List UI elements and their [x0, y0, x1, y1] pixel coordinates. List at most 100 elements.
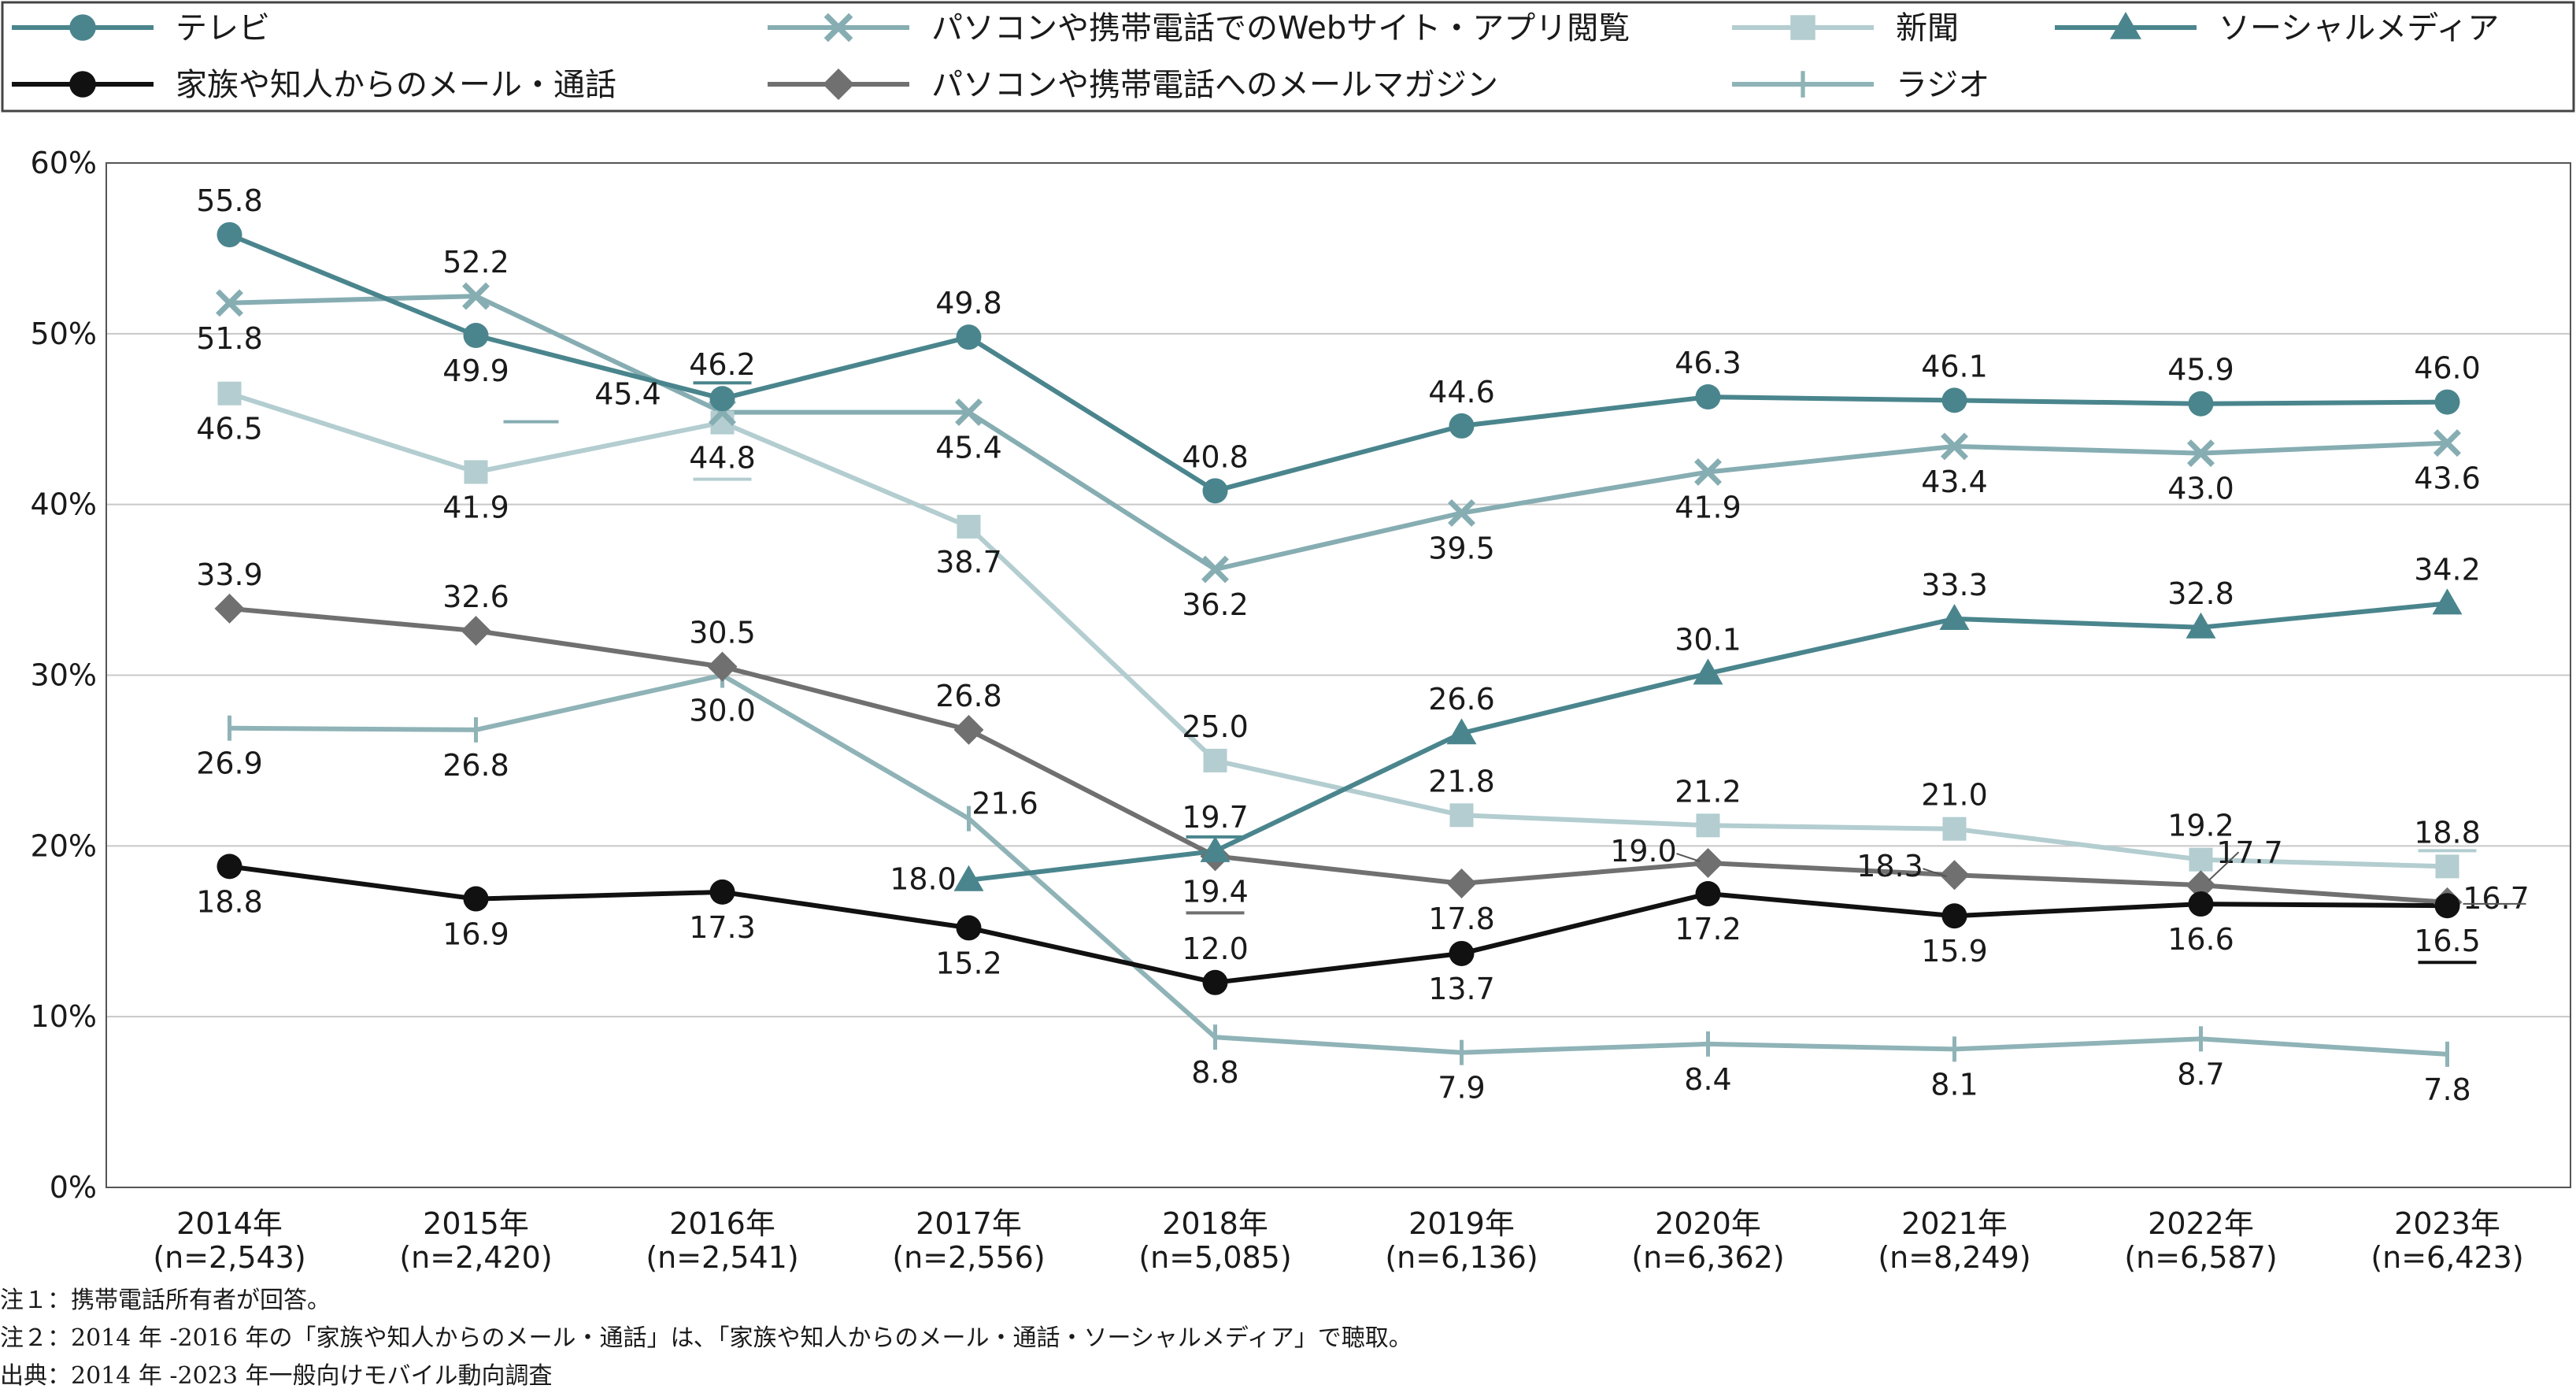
- data-point: [2188, 891, 2214, 917]
- x-tick-count-label: (n=2,543): [153, 1240, 305, 1275]
- data-point: [953, 714, 984, 745]
- data-label: 21.2: [1675, 774, 1741, 809]
- data-label: 17.8: [1428, 902, 1495, 936]
- data-label: 34.2: [2414, 552, 2481, 587]
- data-label: 46.3: [1675, 346, 1741, 380]
- data-point: [709, 879, 735, 905]
- source-note: 出典：2014 年 -2023 年一般向けモバイル動向調査: [0, 1362, 553, 1390]
- data-label: 46.0: [2414, 351, 2481, 386]
- data-point: [1790, 15, 1815, 40]
- data-label: 46.2: [689, 347, 756, 382]
- series-line: [229, 606, 2448, 905]
- x-tick-count-label: (n=8,249): [1878, 1240, 2030, 1275]
- data-point: [1201, 555, 1229, 583]
- data-label: 18.0: [890, 862, 957, 897]
- data-label: 30.5: [689, 616, 756, 650]
- data-point: [2186, 612, 2216, 639]
- data-point: [2110, 12, 2141, 39]
- data-label: 30.0: [689, 694, 756, 728]
- data-label: 38.7: [935, 545, 1002, 580]
- x-tick-label: 2020年: [1655, 1206, 1761, 1241]
- data-point: [463, 886, 489, 912]
- data-label: 41.9: [1675, 490, 1741, 524]
- data-point: [1449, 413, 1475, 439]
- legend-box: [1, 1, 2575, 113]
- data-label: 8.4: [1684, 1062, 1731, 1097]
- data-label: 44.6: [1428, 375, 1495, 409]
- y-tick-label: 10%: [31, 999, 97, 1034]
- y-tick-label: 20%: [31, 828, 97, 863]
- data-label: 15.9: [1921, 934, 1988, 969]
- y-tick-label: 0%: [50, 1170, 97, 1205]
- data-label: 44.8: [689, 441, 756, 476]
- data-label: 15.2: [935, 946, 1002, 980]
- data-label: 26.6: [1428, 682, 1495, 717]
- data-label: 17.3: [689, 910, 756, 945]
- data-label: 16.6: [2167, 922, 2234, 957]
- data-point: [1200, 835, 1231, 862]
- legend-item: ソーシャルメディア: [2055, 10, 2499, 46]
- data-point: [709, 386, 735, 412]
- data-point: [1202, 478, 1228, 504]
- data-label: 41.9: [442, 490, 509, 524]
- data-label: 13.7: [1428, 972, 1495, 1006]
- data-label: 17.2: [1675, 912, 1741, 946]
- data-point: [1942, 817, 1967, 841]
- line-chart: テレビ パソコンや携帯電話でのWebサイト・アプリ閲覧 新聞 ソーシャルメディア家族や…: [1, 1, 2575, 1275]
- data-point: [69, 71, 96, 98]
- x-tick-count-label: (n=2,420): [399, 1240, 552, 1275]
- data-point: [2434, 429, 2461, 457]
- x-tick-label: 2014年: [176, 1206, 283, 1241]
- data-label: 18.3: [1856, 849, 1923, 883]
- data-label: 21.6: [972, 787, 1038, 821]
- x-tick-count-label: (n=2,556): [892, 1240, 1045, 1275]
- data-label: 21.8: [1428, 764, 1495, 798]
- data-label: 51.8: [196, 321, 263, 356]
- data-point: [1693, 658, 1723, 685]
- legend-item: テレビ: [12, 10, 270, 46]
- legend-item: パソコンや携帯電話へのメールマガジン: [768, 67, 1498, 103]
- data-label: 26.8: [442, 748, 509, 783]
- data-point: [461, 616, 491, 646]
- data-label: 16.7: [2463, 881, 2530, 916]
- series-line: [229, 864, 2448, 985]
- data-point: [2189, 847, 2213, 872]
- data-point: [69, 14, 96, 41]
- data-point: [953, 865, 984, 891]
- data-label: 43.0: [2167, 472, 2234, 506]
- data-point: [1202, 969, 1228, 995]
- note-1: 注１：携帯電話所有者が回答。: [0, 1287, 331, 1314]
- legend-item: 家族や知人からのメール・通話: [12, 67, 616, 103]
- data-label: 32.8: [2167, 576, 2234, 611]
- data-point: [1941, 903, 1967, 929]
- data-label: 43.4: [1921, 465, 1988, 499]
- data-label: 16.9: [442, 917, 509, 952]
- x-tick-count-label: (n=2,541): [646, 1240, 798, 1275]
- legend-item: パソコンや携帯電話でのWebサイト・アプリ閲覧: [768, 10, 1630, 46]
- y-tick-label: 40%: [31, 487, 97, 522]
- data-label: 8.1: [1930, 1067, 1978, 1102]
- data-label: 26.8: [935, 679, 1002, 713]
- data-point: [462, 282, 490, 310]
- y-tick-label: 60%: [31, 146, 97, 180]
- data-label: 32.6: [442, 580, 509, 614]
- data-point: [1939, 603, 1970, 630]
- x-tick-label: 2017年: [916, 1206, 1022, 1241]
- data-point: [217, 381, 242, 406]
- data-point: [2435, 854, 2459, 879]
- data-label: 46.5: [196, 412, 263, 446]
- data-point: [216, 289, 243, 317]
- data-label: 40.8: [1182, 439, 1249, 474]
- data-point: [1941, 432, 1968, 461]
- data-label: 49.8: [935, 286, 1002, 320]
- leader-line: [1923, 868, 1947, 878]
- data-point: [1446, 869, 1477, 899]
- legend-label: 新聞: [1896, 10, 1959, 46]
- data-point: [217, 222, 242, 248]
- data-label: 21.0: [1921, 778, 1988, 813]
- footnotes: 注１：携帯電話所有者が回答。 注２：2014 年 -2016 年の「家族や知人か…: [0, 1282, 2576, 1395]
- data-point: [824, 13, 853, 43]
- legend-label: ラジオ: [1896, 67, 1989, 103]
- legend-label: ソーシャルメディア: [2219, 10, 2499, 46]
- data-label: 7.8: [2423, 1072, 2471, 1107]
